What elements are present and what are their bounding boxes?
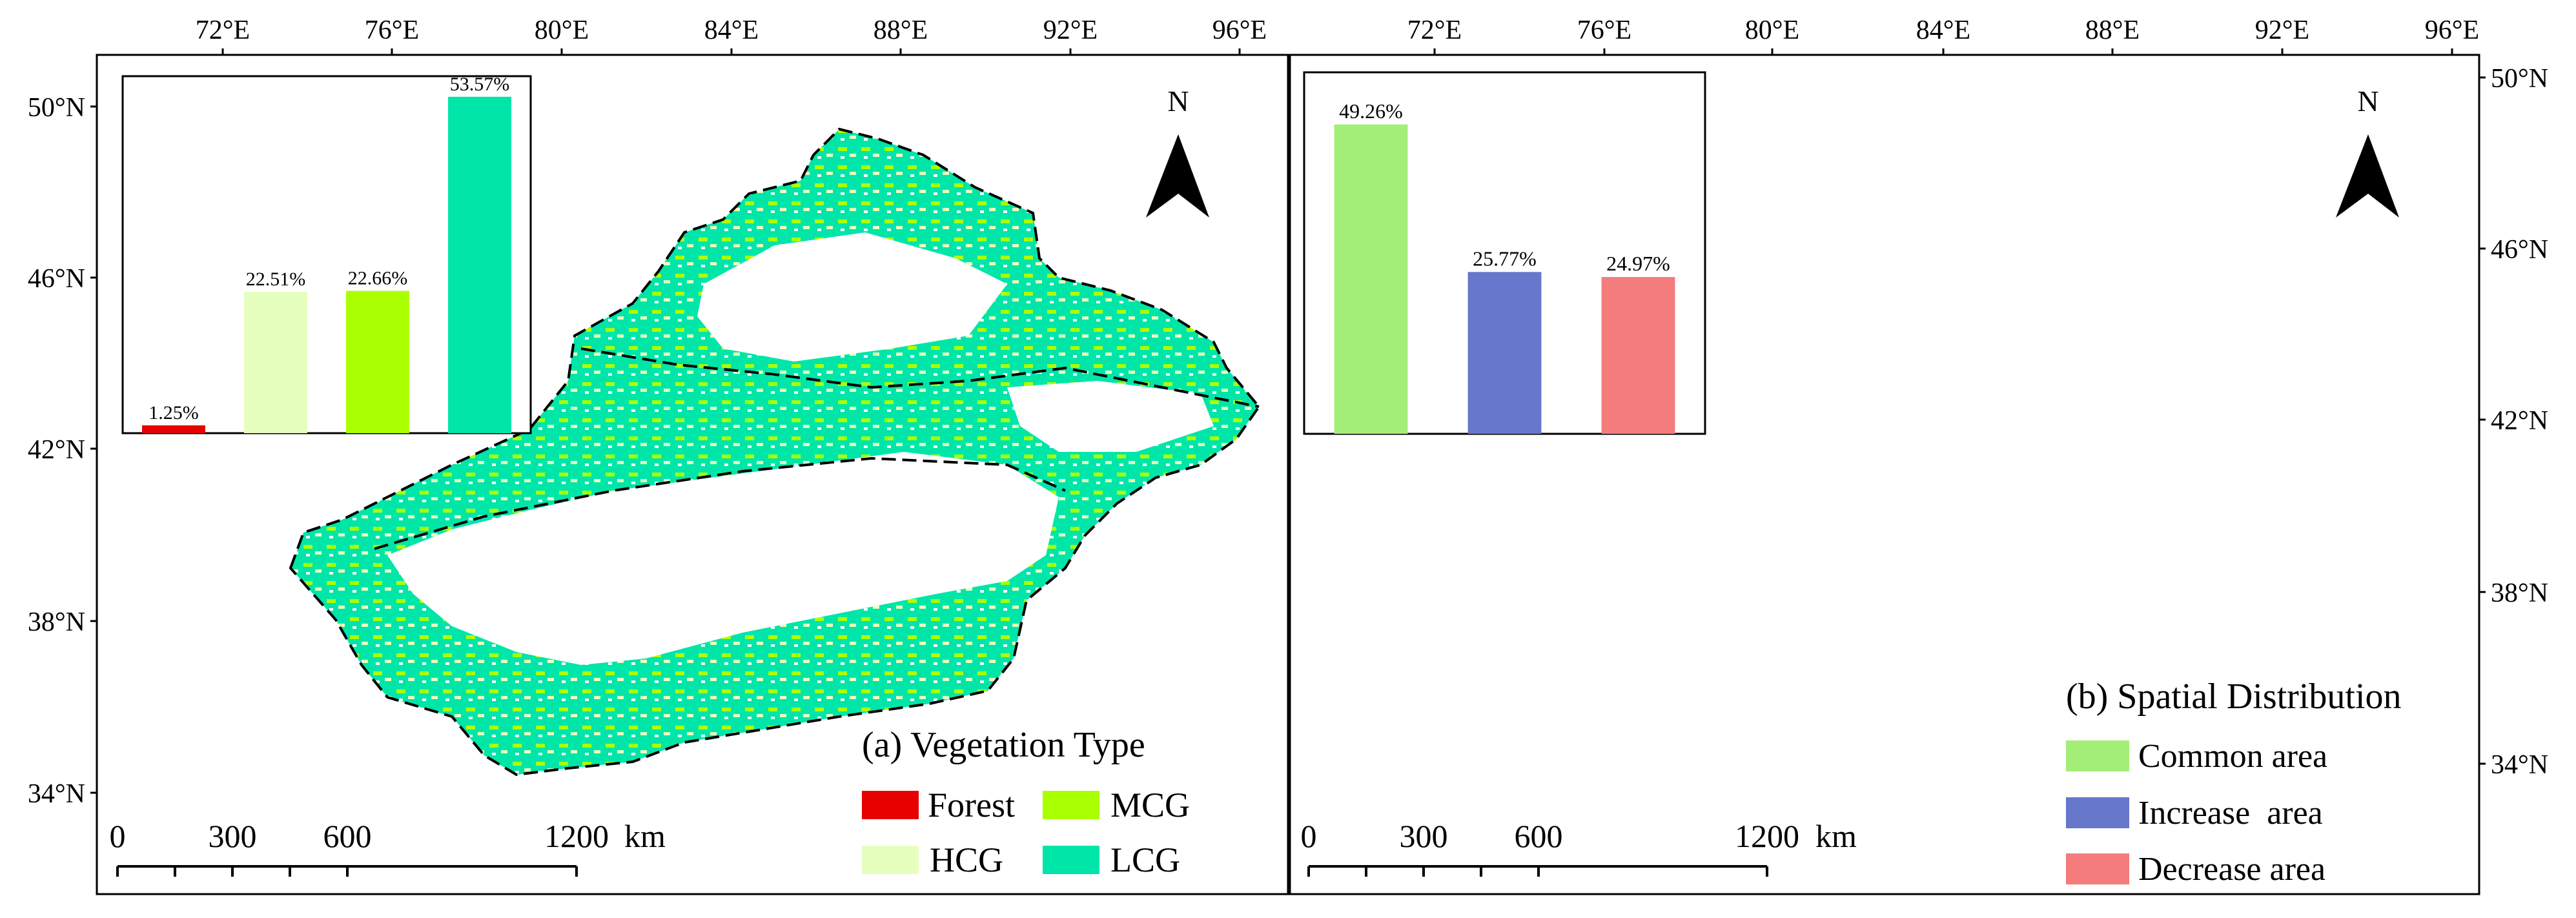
lon-label-a: 72°E xyxy=(196,15,250,45)
lat-label-right: 38°N xyxy=(2491,578,2548,608)
bar-decrease-area xyxy=(1601,277,1675,434)
lon-label-a: 92°E xyxy=(1043,15,1098,45)
panel-b-turpan xyxy=(2196,381,2403,452)
lon-label-a: 88°E xyxy=(874,15,928,45)
north-arrow-a: N xyxy=(1146,85,1209,218)
lat-label-right: 42°N xyxy=(2491,406,2548,436)
bar-value-label: 1.25% xyxy=(148,402,199,423)
legend-label-mcg: MCG xyxy=(1110,786,1190,824)
lon-label-b: 80°E xyxy=(1745,15,1799,45)
panel-b-tianshan-boundary xyxy=(1770,349,2448,407)
scale-ruler xyxy=(116,865,578,877)
lat-label-right: 50°N xyxy=(2491,64,2548,94)
legend-swatch-hcg xyxy=(862,846,919,874)
scale-label: 0 xyxy=(110,818,126,854)
legend-swatch-decrease xyxy=(2066,853,2129,884)
legend-swatch-mcg xyxy=(1043,791,1099,819)
scale-unit: km xyxy=(624,818,666,854)
lat-label-left: 50°N xyxy=(28,93,85,123)
panel-b-basin-boundary xyxy=(1564,458,2254,549)
lat-label-left: 34°N xyxy=(28,779,85,809)
lat-label-left: 38°N xyxy=(28,607,85,637)
north-arrow-icon xyxy=(2336,134,2399,218)
lon-label-a: 96°E xyxy=(1212,15,1267,45)
scale-label: 1200 xyxy=(544,818,609,854)
bar-value-label: 24.97% xyxy=(1606,252,1670,275)
panel-b-junggar-basin xyxy=(1886,232,2196,362)
scale-bar-b: 0 300 600 1200 km xyxy=(1301,818,1857,877)
bar-hcg xyxy=(244,292,307,433)
lon-label-b: 92°E xyxy=(2255,15,2309,45)
panel-b-desert-basin xyxy=(1577,452,2248,665)
panel-a-legend: Forest MCG HCG LCG xyxy=(862,786,1190,879)
bar-forest xyxy=(142,425,205,433)
legend-swatch-lcg xyxy=(1043,846,1099,874)
chart-b-bars: 49.26% 25.77% 24.97% xyxy=(1334,99,1675,434)
panel-b-title: (b) Spatial Distribution xyxy=(2066,677,2402,717)
north-label-a: N xyxy=(1167,85,1189,117)
scale-label: 600 xyxy=(323,818,372,854)
scale-unit: km xyxy=(1815,818,1857,854)
bar-value-label: 25.77% xyxy=(1473,247,1537,270)
north-arrow-icon xyxy=(1146,134,1209,218)
legend-label-decrease: Decrease area xyxy=(2138,851,2326,888)
panel-a-turpan xyxy=(1007,381,1214,452)
bar-mcg xyxy=(346,291,409,433)
bar-increase-area xyxy=(1467,272,1542,434)
north-arrow-b: N xyxy=(2336,85,2399,218)
panel-b-legend: Common area Increase area Decrease area xyxy=(2066,738,2327,888)
lon-label-b: 96°E xyxy=(2425,15,2479,45)
panel-a-desert-basin xyxy=(387,452,1059,665)
graticule: 72°E 76°E 80°E 84°E 88°E 92°E 96°E 72°E … xyxy=(28,15,2548,809)
legend-label-increase: Increase area xyxy=(2138,795,2323,831)
legend-label-hcg: HCG xyxy=(930,841,1003,879)
lat-label-right: 46°N xyxy=(2491,235,2548,265)
bar-value-label: 22.51% xyxy=(246,269,306,290)
legend-label-common: Common area xyxy=(2138,738,2327,775)
legend-swatch-increase xyxy=(2066,797,2129,828)
lon-label-b: 76°E xyxy=(1577,15,1631,45)
legend-swatch-forest xyxy=(862,791,919,819)
scale-label: 0 xyxy=(1301,818,1317,854)
panel-b-frame xyxy=(1289,54,2480,895)
scale-label: 1200 xyxy=(1735,818,1799,854)
legend-label-lcg: LCG xyxy=(1110,841,1180,879)
legend-swatch-common xyxy=(2066,740,2129,771)
bar-common-area xyxy=(1334,124,1408,434)
scale-bar-a: 0 300 600 1200 km xyxy=(110,818,666,877)
scale-label: 300 xyxy=(1400,818,1448,854)
scale-label: 600 xyxy=(1515,818,1563,854)
lon-label-a: 84°E xyxy=(704,15,759,45)
lat-label-right: 34°N xyxy=(2491,750,2548,780)
panel-a-title: (a) Vegetation Type xyxy=(862,725,1145,765)
lon-label-b: 88°E xyxy=(2085,15,2140,45)
panel-a-basin-boundary xyxy=(374,456,1066,550)
bar-value-label: 53.57% xyxy=(450,74,510,95)
scale-label: 300 xyxy=(209,818,257,854)
lat-label-left: 42°N xyxy=(28,435,85,465)
legend-label-forest: Forest xyxy=(928,786,1015,824)
panel-a-map xyxy=(289,128,1260,776)
bar-value-label: 49.26% xyxy=(1339,99,1403,123)
panel-a-junggar-basin xyxy=(697,232,1007,362)
panel-a-tianshan-boundary xyxy=(580,347,1260,408)
panel-a-frame xyxy=(96,54,1289,895)
chart-a-bars: 1.25% 22.51% 22.66% 53.57% xyxy=(142,74,511,433)
bar-lcg xyxy=(448,96,511,433)
lon-label-b: 72°E xyxy=(1407,15,1462,45)
lon-label-a: 76°E xyxy=(365,15,419,45)
lat-label-left: 46°N xyxy=(28,264,85,294)
lon-label-a: 80°E xyxy=(535,15,589,45)
lon-label-b: 84°E xyxy=(1916,15,1970,45)
north-label-b: N xyxy=(2357,85,2378,117)
scale-ruler xyxy=(1307,865,1768,877)
bar-value-label: 22.66% xyxy=(348,268,408,289)
